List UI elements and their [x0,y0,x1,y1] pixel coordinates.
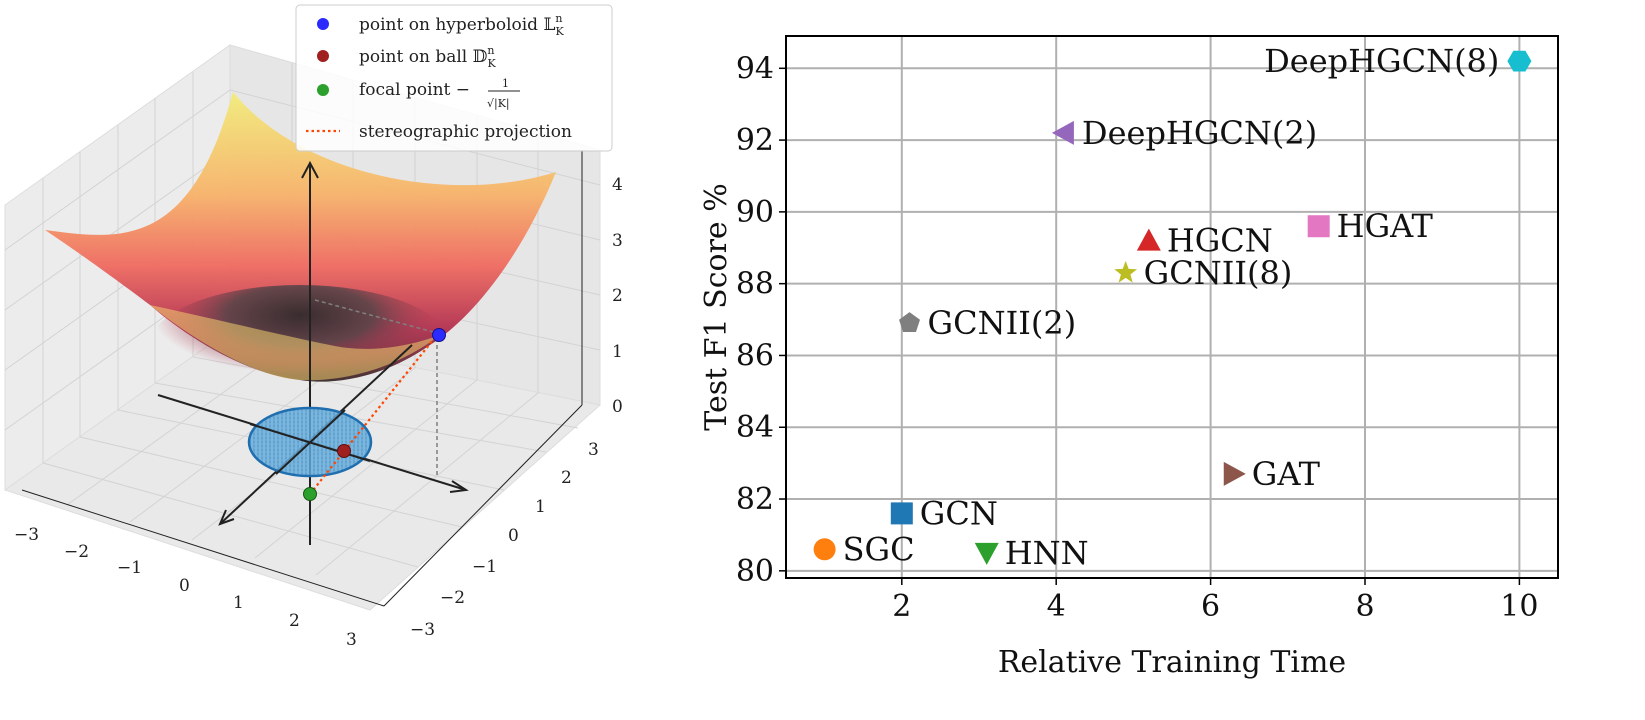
legend-frame [295,4,613,152]
hyperboloid-front-lip [150,305,440,381]
x-tick-label: 2 [289,611,300,631]
marker-deephgcn-2 [1051,120,1074,145]
y-tick-label: 88 [736,267,774,302]
legend: point on hyperboloid 𝕃n K point on ball 𝔻… [295,4,613,152]
x-tick-label: 4 [1047,589,1066,624]
grid-lines [786,36,1558,578]
z-tick-label: 4 [612,175,623,195]
point-label: DeepHGCN(8) [1264,42,1499,80]
z-tick-label: 0 [612,397,623,417]
x-axis-ticks: −3 −2 −1 0 1 2 3 [14,525,357,650]
y-tick-label: 2 [561,468,572,488]
y-tick-label: 82 [736,482,774,517]
stereographic-projection-line [309,334,438,495]
y-tick-label: 3 [588,440,599,460]
legend-marker-hyperboloid [317,18,329,30]
hyperboloid-3d-svg: −3 −2 −1 0 1 2 3 −3 −2 −1 0 1 2 3 0 1 2 … [3,4,623,650]
point-label: GAT [1252,455,1321,493]
marker-hgcn [1136,228,1161,251]
z-tick-label: 3 [612,231,623,251]
point-label: GCN [920,494,998,532]
y-tick-label: 94 [736,51,774,86]
hyperboloid-point [432,328,446,342]
box-edges [21,150,583,607]
legend-marker-ball [317,50,329,62]
marker-hgat [1307,215,1330,238]
point-label: HNN [1005,534,1089,572]
disk-axis-y [275,409,346,475]
y-tick-label: 90 [736,195,774,230]
y-tick-label: −1 [472,557,497,577]
plot-frame [785,35,1559,579]
x-tick-label: 8 [1355,589,1374,624]
x-tick-label: −3 [14,525,39,545]
legend-label-projection: stereographic projection [359,122,572,142]
x-tick-label: −1 [117,558,142,578]
y-tick-label: −2 [440,588,465,608]
point-label: HGCN [1167,222,1273,260]
marker-sgc [813,538,836,561]
axis-ticks: 2 4 6 8 10 80 82 84 86 88 90 92 94 [736,51,1539,624]
y-tick-label: 1 [535,497,546,517]
y-tick-label: 92 [736,123,774,158]
x-tick-label: 1 [233,593,244,613]
x-axis-label: Relative Training Time [998,645,1346,680]
point-label: GCNII(8) [1144,254,1293,292]
hyperboloid-back-line [314,299,438,334]
point-label: DeepHGCN(2) [1082,114,1317,152]
y-tick-label: 84 [736,410,774,445]
x-tick-label: −2 [64,542,89,562]
y-axis-label: Test F1 Score % [699,183,734,430]
legend-label-hyperboloid: point on hyperboloid 𝕃n K [359,12,565,38]
f1-vs-time-scatter-chart: 2 4 6 8 10 80 82 84 86 88 90 92 94 DeepHGCN(8) DeepHG… [690,0,1645,716]
z-axis-ticks: 0 1 2 3 4 [612,175,623,417]
legend-frac-num: 1 [502,77,509,90]
x-tick-label: 2 [892,589,911,624]
x-tick-label: 3 [346,630,357,650]
legend-label-ball: point on ball 𝔻n K [359,44,496,70]
y-tick-label: −3 [410,620,435,640]
legend-label-focal: focal point − [359,80,470,100]
point-label: HGAT [1337,207,1434,245]
marker-gat [1223,461,1246,486]
x-tick-label: 10 [1500,589,1538,624]
x-tick-label: 6 [1201,589,1220,624]
marker-gcnii-2 [899,312,920,333]
hyperboloid-surface [45,92,556,382]
marker-deephgcn-8 [1507,50,1532,72]
z-tick-label: 1 [612,342,623,362]
hyperboloid-3d-plot: −3 −2 −1 0 1 2 3 −3 −2 −1 0 1 2 3 0 1 2 … [0,0,690,716]
legend-frac-den: √|K| [487,97,510,111]
y-axis-ticks: −3 −2 −1 0 1 2 3 [410,440,599,640]
legend-marker-focal [317,84,329,96]
y-tick-label: 0 [508,526,519,546]
marker-hnn [974,542,999,565]
point-label: GCNII(2) [928,304,1077,342]
ball-point [337,444,351,458]
marker-gcn [890,502,913,525]
z-tick-label: 2 [612,286,623,306]
marker-gcnii-8 [1114,260,1138,283]
focal-point [303,487,317,501]
y-tick-label: 86 [736,338,774,373]
x-tick-label: 0 [179,576,190,596]
y-tick-label: 80 [736,554,774,589]
point-label: SGC [843,530,915,568]
